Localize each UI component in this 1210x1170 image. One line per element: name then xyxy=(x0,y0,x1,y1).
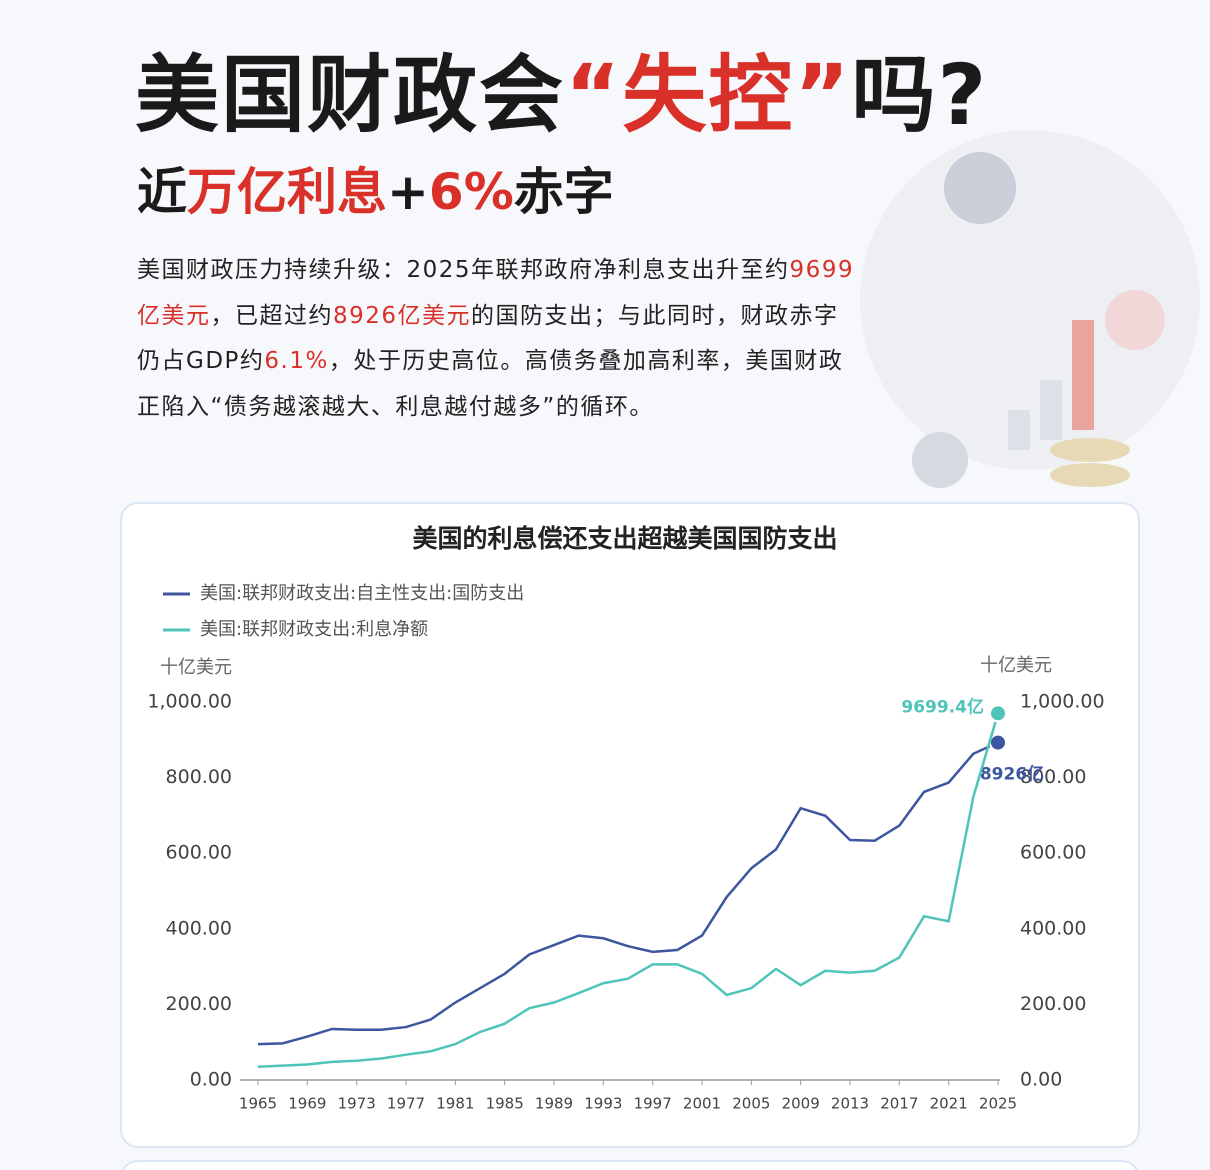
text-segment: 9699亿美元 xyxy=(137,257,855,329)
x-tick-label: 2013 xyxy=(831,1095,869,1113)
text-segment: 万亿利息 xyxy=(187,163,387,221)
y-tick-label: 200.00 xyxy=(166,993,232,1015)
y2-tick-label: 400.00 xyxy=(1020,917,1086,939)
legend-label: 美国:联邦财政支出:自主性支出:国防支出 xyxy=(200,583,524,604)
x-tick-label: 2009 xyxy=(782,1095,820,1113)
x-tick-label: 2005 xyxy=(732,1095,770,1113)
text-segment: 吗? xyxy=(851,46,989,144)
x-tick-label: 2001 xyxy=(683,1095,721,1113)
y2-tick-label: 1,000.00 xyxy=(1020,691,1105,713)
end-label: 9699.4亿 xyxy=(901,696,984,717)
headline: 美国财政会“失控”吗? xyxy=(135,28,988,149)
text-segment: 赤字 xyxy=(513,163,614,221)
text-segment: + xyxy=(387,163,429,221)
x-tick-label: 1985 xyxy=(486,1095,524,1113)
text-segment: 6% xyxy=(428,163,514,221)
text-segment: 近 xyxy=(137,163,187,221)
y2-tick-label: 200.00 xyxy=(1020,993,1086,1015)
y-tick-label: 600.00 xyxy=(166,842,232,864)
text-segment: 6.1% xyxy=(264,348,329,374)
text-segment: “失控” xyxy=(565,46,852,144)
chart-title: 美国的利息偿还支出超越美国国防支出 xyxy=(412,524,837,553)
y-tick-label: 1,000.00 xyxy=(147,691,232,713)
y-axis-title: 十亿美元 xyxy=(160,657,232,678)
subheadline: 近万亿利息+6%赤字 xyxy=(137,152,614,224)
x-tick-label: 1969 xyxy=(288,1095,326,1113)
x-tick-label: 2025 xyxy=(979,1095,1017,1113)
text-segment: ，处于历史高位。高债务叠加高利率，美国财政正陷入“债务越滚越大、利息越付越多”的… xyxy=(137,348,844,420)
text-segment: 8926亿美元 xyxy=(333,302,472,329)
y2-axis-title: 十亿美元 xyxy=(980,655,1052,676)
y-tick-label: 0.00 xyxy=(190,1069,232,1091)
y-tick-label: 800.00 xyxy=(166,766,232,788)
y-tick-label: 400.00 xyxy=(166,917,232,939)
end-point xyxy=(989,704,1007,723)
x-tick-label: 1973 xyxy=(338,1095,376,1113)
end-label: 8926亿 xyxy=(980,764,1044,785)
x-tick-label: 2017 xyxy=(880,1095,918,1113)
text-segment: 的国防支出；与此同时，财政赤字仍占GDP约 xyxy=(137,302,839,375)
x-tick-label: 2021 xyxy=(930,1095,968,1113)
y2-tick-label: 800.00 xyxy=(1020,766,1086,788)
text-segment: 美国财政压力持续升级：2025年联邦政府净利息支出升至约 xyxy=(137,257,790,283)
y2-tick-label: 600.00 xyxy=(1020,842,1086,864)
line-series xyxy=(257,713,1000,1069)
y2-tick-label: 0.00 xyxy=(1020,1069,1062,1091)
x-tick-label: 1997 xyxy=(634,1095,672,1113)
legend-label: 美国:联邦财政支出:利息净额 xyxy=(200,619,428,640)
x-tick-label: 1989 xyxy=(535,1095,573,1113)
text-segment: ，已超过约 xyxy=(210,302,333,329)
x-tick-label: 1993 xyxy=(584,1095,622,1113)
end-point xyxy=(989,733,1007,752)
x-tick-label: 1977 xyxy=(387,1095,425,1113)
background-art xyxy=(860,130,1200,488)
line-series xyxy=(257,741,999,1046)
text-segment: 美国财政会 xyxy=(135,46,566,144)
intro-paragraph: 美国财政压力持续升级：2025年联邦政府净利息支出升至约9699亿美元，已超过约… xyxy=(137,248,857,430)
x-tick-label: 1965 xyxy=(239,1095,277,1113)
x-tick-label: 1981 xyxy=(436,1095,474,1113)
